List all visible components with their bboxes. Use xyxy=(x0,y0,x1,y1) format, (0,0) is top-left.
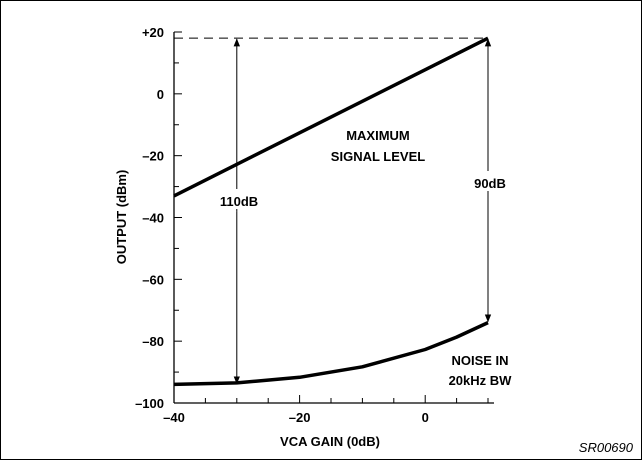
y-tick-label: –60 xyxy=(142,272,164,287)
y-tick-label: +20 xyxy=(142,25,164,40)
signal-level-label-line2: SIGNAL LEVEL xyxy=(331,149,425,164)
x-tick-label: –20 xyxy=(289,410,311,425)
y-tick-label: –40 xyxy=(142,211,164,226)
figure-code: SR00690 xyxy=(579,440,634,455)
x-tick-label: –40 xyxy=(163,410,185,425)
annotation-mask xyxy=(468,171,512,191)
x-tick-label: 0 xyxy=(422,410,429,425)
y-tick-label: –20 xyxy=(142,149,164,164)
annotation-110db: 110dB xyxy=(220,194,258,209)
axes xyxy=(173,32,494,404)
max-signal-line xyxy=(173,36,489,198)
y-ticks: +20 0 –20 –40 –60 –80 –100 xyxy=(135,25,182,411)
noise-label-line2: 20kHz BW xyxy=(449,373,513,388)
series-layer xyxy=(173,36,489,387)
y-tick-label: 0 xyxy=(157,87,164,102)
signal-level-label-line1: MAXIMUM xyxy=(346,128,410,143)
x-ticks: –40 –20 0 xyxy=(163,395,489,425)
noise-label-line1: NOISE IN xyxy=(451,353,508,368)
y-tick-label: –80 xyxy=(142,334,164,349)
annotation-90db: 90dB xyxy=(474,176,506,191)
y-tick-label: –100 xyxy=(135,396,164,411)
y-axis-label: OUTPUT (dBm) xyxy=(114,170,129,265)
annotation-mask xyxy=(215,189,263,209)
x-axis-label: VCA GAIN (0dB) xyxy=(280,434,380,449)
noise-curve xyxy=(173,321,489,387)
annotation-layer xyxy=(215,38,512,385)
